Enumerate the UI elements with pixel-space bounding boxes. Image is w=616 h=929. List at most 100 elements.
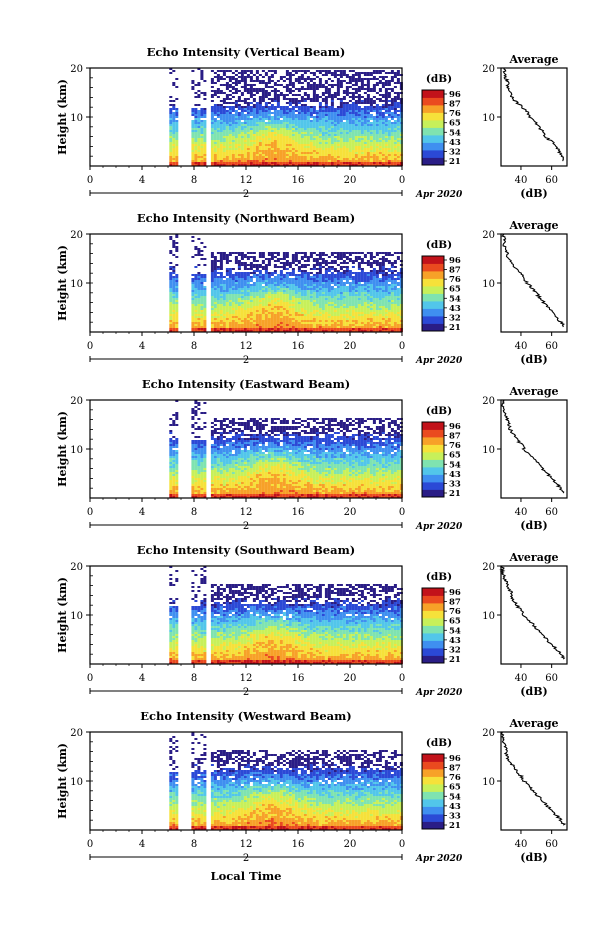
- heatmap-cell: [288, 322, 292, 324]
- heatmap-cell: [315, 294, 319, 296]
- heatmap-cell: [384, 106, 388, 108]
- heatmap-cell: [276, 142, 280, 144]
- heatmap-cell: [291, 126, 295, 128]
- heatmap-cell: [357, 262, 361, 264]
- heatmap-cell: [363, 126, 367, 128]
- heatmap-cell: [288, 128, 292, 130]
- heatmap-cell: [219, 314, 223, 316]
- heatmap-cell: [249, 118, 253, 120]
- heatmap-cell: [252, 150, 256, 152]
- heatmap-cell: [231, 296, 235, 298]
- heatmap-cell: [357, 132, 361, 134]
- heatmap-cell: [264, 86, 268, 88]
- heatmap-cell: [288, 110, 292, 112]
- heatmap-cell: [327, 310, 331, 312]
- heatmap-cell: [291, 112, 295, 114]
- heatmap-cell: [336, 130, 340, 132]
- heatmap-cell: [210, 82, 214, 84]
- heatmap-cell: [210, 272, 214, 274]
- heatmap-cell: [255, 122, 259, 124]
- heatmap-cell: [318, 280, 322, 282]
- heatmap-cell: [297, 292, 301, 294]
- heatmap-cell: [264, 144, 268, 146]
- heatmap-cell: [351, 312, 355, 314]
- heatmap-cell: [288, 156, 292, 158]
- heatmap-cell: [342, 116, 346, 118]
- heatmap-cell: [255, 90, 259, 92]
- heatmap-cell: [288, 126, 292, 128]
- heatmap-cell: [333, 126, 337, 128]
- heatmap-cell: [258, 286, 262, 288]
- heatmap-cell: [363, 318, 367, 320]
- heatmap-cell: [191, 324, 195, 326]
- heatmap-cell: [378, 80, 382, 82]
- heatmap-cell: [219, 76, 223, 78]
- heatmap-cell: [264, 318, 268, 320]
- heatmap-cell: [237, 160, 241, 162]
- heatmap-cell: [216, 156, 220, 158]
- heatmap-cell: [378, 82, 382, 84]
- heatmap-cell: [327, 72, 331, 74]
- heatmap-cell: [294, 122, 298, 124]
- heatmap-cell: [345, 266, 349, 268]
- heatmap-cell: [194, 294, 198, 296]
- heatmap-cell: [306, 298, 310, 300]
- x-tick-label: 4: [139, 175, 145, 186]
- heatmap-cell: [303, 264, 307, 266]
- heatmap-cell: [270, 314, 274, 316]
- heatmap-cell: [345, 126, 349, 128]
- heatmap-cell: [282, 150, 286, 152]
- heatmap-cell: [169, 262, 173, 264]
- heatmap-cell: [354, 130, 358, 132]
- heatmap-cell: [309, 294, 313, 296]
- heatmap-cell: [213, 142, 217, 144]
- heatmap-cell: [172, 126, 176, 128]
- heatmap-cell: [306, 108, 310, 110]
- heatmap-cell: [327, 154, 331, 156]
- heatmap-cell: [243, 114, 247, 116]
- heatmap-cell: [213, 276, 217, 278]
- heatmap-cell: [354, 84, 358, 86]
- heatmap-cell: [357, 276, 361, 278]
- heatmap-cell: [261, 306, 265, 308]
- heatmap-cell: [249, 152, 253, 154]
- heatmap-cell: [219, 294, 223, 296]
- heatmap-cell: [330, 116, 334, 118]
- heatmap-cell: [348, 306, 352, 308]
- heatmap-cell: [360, 284, 364, 286]
- heatmap-cell: [363, 98, 367, 100]
- heatmap-cell: [321, 84, 325, 86]
- heatmap-cell: [390, 134, 394, 136]
- heatmap-cell: [390, 108, 394, 110]
- heatmap-cell: [321, 254, 325, 256]
- heatmap-cell: [243, 116, 247, 118]
- heatmap-cell: [200, 288, 204, 290]
- heatmap-cell: [200, 292, 204, 294]
- heatmap-cell: [200, 300, 204, 302]
- heatmap-cell: [246, 282, 250, 284]
- heatmap-cell: [237, 254, 241, 256]
- heatmap-cell: [345, 262, 349, 264]
- heatmap-cell: [261, 100, 265, 102]
- heatmap-cell: [191, 132, 195, 134]
- heatmap-cell: [378, 132, 382, 134]
- heatmap-cell: [231, 96, 235, 98]
- heatmap-cell: [276, 152, 280, 154]
- heatmap-cell: [312, 280, 316, 282]
- heatmap-cell: [369, 146, 373, 148]
- heatmap-cell: [210, 96, 214, 98]
- heatmap-cell: [336, 308, 340, 310]
- heatmap-cell: [252, 128, 256, 130]
- heatmap-cell: [306, 140, 310, 142]
- heatmap-cell: [246, 310, 250, 312]
- heatmap-cell: [267, 320, 271, 322]
- heatmap-cell: [219, 316, 223, 318]
- heatmap-cell: [345, 88, 349, 90]
- heatmap-cell: [390, 70, 394, 72]
- heatmap-cell: [231, 126, 235, 128]
- heatmap-cell: [267, 280, 271, 282]
- heatmap-cell: [240, 318, 244, 320]
- heatmap-cell: [333, 282, 337, 284]
- heatmap-cell: [252, 164, 256, 166]
- heatmap-cell: [234, 144, 238, 146]
